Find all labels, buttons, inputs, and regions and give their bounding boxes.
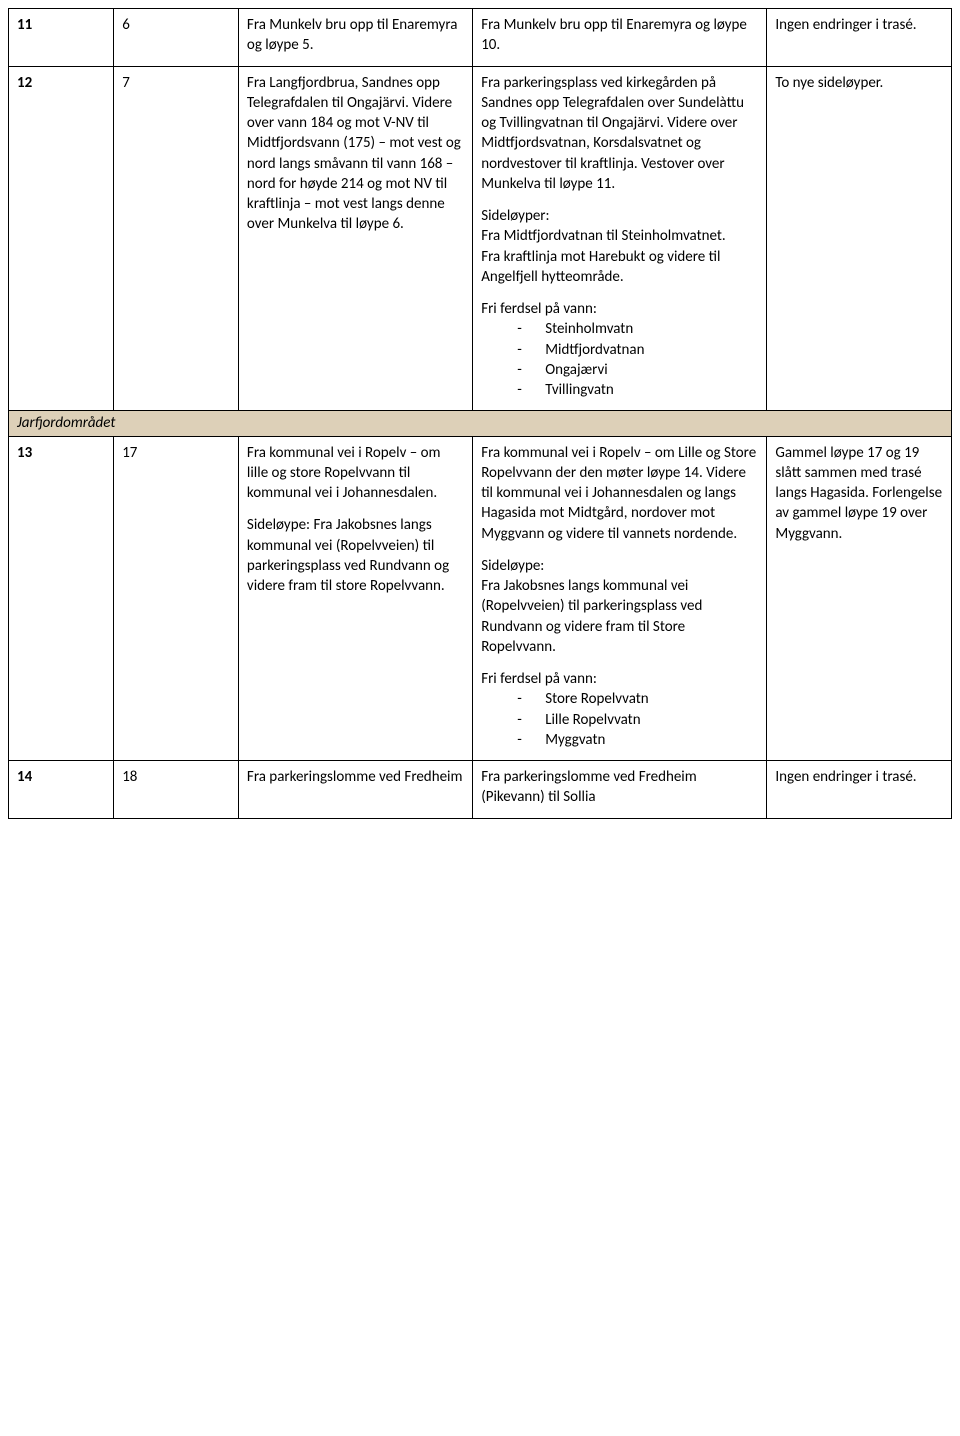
paragraph: Gammel løype 17 og 19 slått sammen med t…: [775, 443, 943, 544]
list-item: -Tvillingvatn: [481, 380, 758, 400]
col-comment: Ingen endringer i trasé.: [767, 761, 952, 819]
list-item: -Myggvatn: [481, 730, 758, 750]
paragraph: Sideløype: Fra Jakobsnes langs kommunal …: [247, 515, 464, 596]
paragraph: To nye sideløyper.: [775, 73, 943, 93]
list-item-text: Ongajærvi: [545, 360, 608, 380]
section-header: Jarfjordområdet: [9, 411, 952, 436]
col-new-desc: Fra Munkelv bru opp til Enaremyra og løy…: [473, 9, 767, 67]
paragraph: Fri ferdsel på vann:: [481, 299, 758, 319]
list-item-text: Tvillingvatn: [545, 380, 614, 400]
col-comment: Gammel løype 17 og 19 slått sammen med t…: [767, 436, 952, 761]
paragraph: Sideløype:Fra Jakobsnes langs kommunal v…: [481, 556, 758, 657]
list-item: -Ongajærvi: [481, 360, 758, 380]
table-row: 11 6 Fra Munkelv bru opp til Enaremyra o…: [9, 9, 952, 67]
table-row: 13 17 Fra kommunal vei i Ropelv – om lil…: [9, 436, 952, 761]
col-old-id: 17: [114, 436, 239, 761]
col-new-id: 11: [9, 9, 114, 67]
col-old-id: 7: [114, 66, 239, 411]
list-item: -Midtfjordvatnan: [481, 340, 758, 360]
bullet-list: -Store Ropelvvatn -Lille Ropelvvatn -Myg…: [481, 689, 758, 750]
paragraph: Fra Munkelv bru opp til Enaremyra og løy…: [247, 15, 464, 56]
paragraph: Fra Langfjordbrua, Sandnes opp Telegrafd…: [247, 73, 464, 235]
paragraph: Fra Munkelv bru opp til Enaremyra og løy…: [481, 15, 758, 56]
dash-icon: -: [517, 380, 545, 400]
dash-icon: -: [517, 360, 545, 380]
col-new-id: 13: [9, 436, 114, 761]
paragraph: Ingen endringer i trasé.: [775, 15, 943, 35]
paragraph: Fra parkeringsplass ved kirkegården på S…: [481, 73, 758, 195]
col-old-desc: Fra kommunal vei i Ropelv – om lille og …: [238, 436, 472, 761]
list-item-text: Steinholmvatn: [545, 319, 633, 339]
document-table: 11 6 Fra Munkelv bru opp til Enaremyra o…: [8, 8, 952, 819]
dash-icon: -: [517, 730, 545, 750]
dash-icon: -: [517, 319, 545, 339]
list-item-text: Midtfjordvatnan: [545, 340, 644, 360]
table-row: 12 7 Fra Langfjordbrua, Sandnes opp Tele…: [9, 66, 952, 411]
dash-icon: -: [517, 710, 545, 730]
list-item-text: Myggvatn: [545, 730, 605, 750]
paragraph: Fra parkeringslomme ved Fredheim: [247, 767, 464, 787]
col-new-desc: Fra kommunal vei i Ropelv – om Lille og …: [473, 436, 767, 761]
list-item: -Lille Ropelvvatn: [481, 710, 758, 730]
list-item: -Store Ropelvvatn: [481, 689, 758, 709]
col-old-desc: Fra Langfjordbrua, Sandnes opp Telegrafd…: [238, 66, 472, 411]
paragraph: Fra kommunal vei i Ropelv – om lille og …: [247, 443, 464, 504]
paragraph: Fra parkeringslomme ved Fredheim (Pikeva…: [481, 767, 758, 808]
col-comment: To nye sideløyper.: [767, 66, 952, 411]
col-old-desc: Fra parkeringslomme ved Fredheim: [238, 761, 472, 819]
col-comment: Ingen endringer i trasé.: [767, 9, 952, 67]
col-new-id: 14: [9, 761, 114, 819]
paragraph: Fri ferdsel på vann:: [481, 669, 758, 689]
section-header-row: Jarfjordområdet: [9, 411, 952, 436]
col-old-id: 18: [114, 761, 239, 819]
dash-icon: -: [517, 340, 545, 360]
list-item: -Steinholmvatn: [481, 319, 758, 339]
col-old-id: 6: [114, 9, 239, 67]
col-new-id: 12: [9, 66, 114, 411]
bullet-list: -Steinholmvatn -Midtfjordvatnan -Ongajær…: [481, 319, 758, 400]
paragraph: Sideløyper:Fra Midtfjordvatnan til Stein…: [481, 206, 758, 287]
paragraph: Ingen endringer i trasé.: [775, 767, 943, 787]
col-new-desc: Fra parkeringslomme ved Fredheim (Pikeva…: [473, 761, 767, 819]
table-row: 14 18 Fra parkeringslomme ved Fredheim F…: [9, 761, 952, 819]
paragraph: Fra kommunal vei i Ropelv – om Lille og …: [481, 443, 758, 544]
dash-icon: -: [517, 689, 545, 709]
col-old-desc: Fra Munkelv bru opp til Enaremyra og løy…: [238, 9, 472, 67]
col-new-desc: Fra parkeringsplass ved kirkegården på S…: [473, 66, 767, 411]
list-item-text: Lille Ropelvvatn: [545, 710, 640, 730]
list-item-text: Store Ropelvvatn: [545, 689, 648, 709]
